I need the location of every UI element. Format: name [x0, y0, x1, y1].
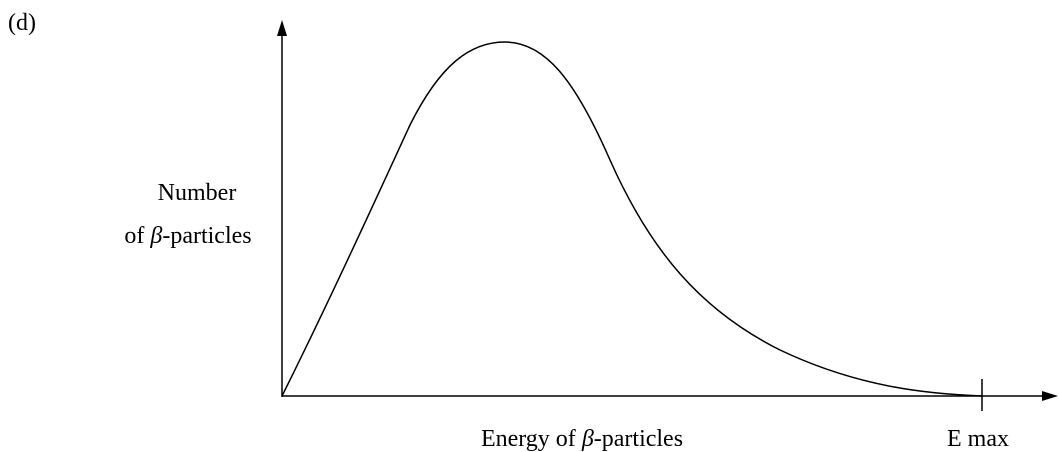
label-part: -particles — [594, 426, 683, 452]
y-axis-label-line2: of β-particles — [124, 223, 251, 249]
label-part: of — [124, 223, 150, 249]
label-part: -particles — [162, 223, 251, 249]
e-max-label: E max — [947, 426, 1009, 452]
label-part: Energy of — [481, 426, 582, 452]
x-axis-label: Energy of β-particles — [481, 426, 683, 452]
y-axis-label-line1: Number — [158, 180, 237, 206]
label-symbol: β — [581, 426, 594, 452]
part-label: (d) — [8, 10, 36, 36]
y-axis-arrow — [277, 20, 287, 36]
x-axis-arrow — [1042, 391, 1058, 401]
spectrum-curve — [281, 41, 983, 397]
label-symbol: β — [149, 223, 162, 249]
